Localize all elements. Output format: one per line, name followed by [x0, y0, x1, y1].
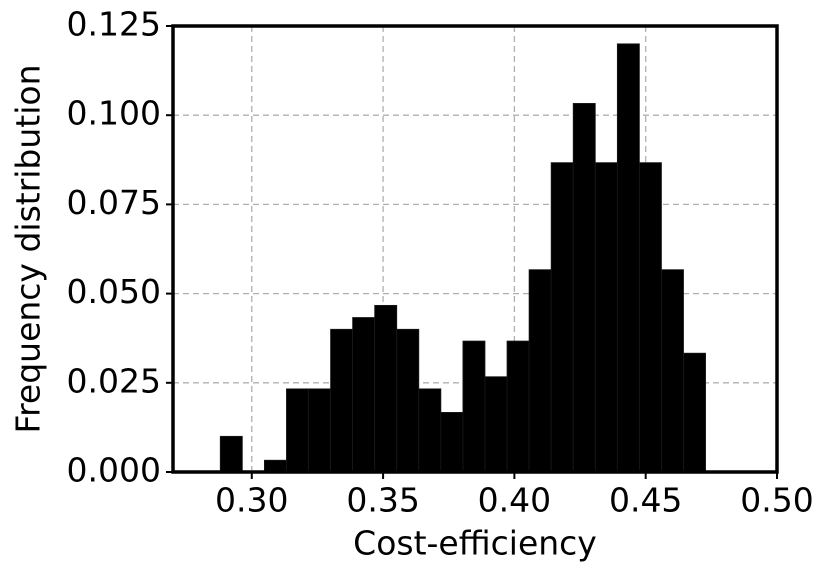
x-tick-label: 0.50: [740, 481, 813, 520]
bar: [286, 388, 309, 473]
y-tick-label: 0.100: [67, 94, 161, 133]
bar: [550, 162, 574, 473]
y-axis-label: Frequency distribution: [9, 64, 48, 433]
bar: [638, 162, 662, 473]
bar: [263, 459, 287, 473]
bar: [352, 317, 376, 473]
bar: [418, 388, 442, 473]
y-tick-label: 0.125: [67, 5, 161, 44]
bar: [572, 103, 596, 473]
x-tick-label: 0.45: [609, 481, 682, 520]
bar: [462, 340, 486, 473]
x-tick-label: 0.30: [215, 481, 288, 520]
bar: [506, 340, 530, 473]
bar: [396, 328, 420, 473]
y-tick-label: 0.025: [67, 361, 161, 400]
plot-frame: [171, 24, 779, 474]
x-tick-label: 0.40: [478, 481, 551, 520]
bar: [308, 388, 331, 473]
y-tick-label: 0.075: [67, 183, 161, 222]
bar: [374, 304, 398, 473]
bar: [219, 435, 243, 473]
bar: [683, 352, 706, 473]
y-tick-label: 0.050: [67, 272, 161, 311]
bar: [440, 412, 464, 473]
bar: [528, 269, 552, 473]
bar: [616, 43, 640, 473]
x-tick-label: 0.35: [346, 481, 419, 520]
bar: [484, 376, 508, 473]
bar: [661, 269, 684, 473]
y-tick-label: 0.000: [67, 451, 161, 490]
bar: [594, 162, 618, 473]
bar: [330, 328, 354, 473]
x-axis-label: Cost-efficiency: [353, 524, 597, 563]
